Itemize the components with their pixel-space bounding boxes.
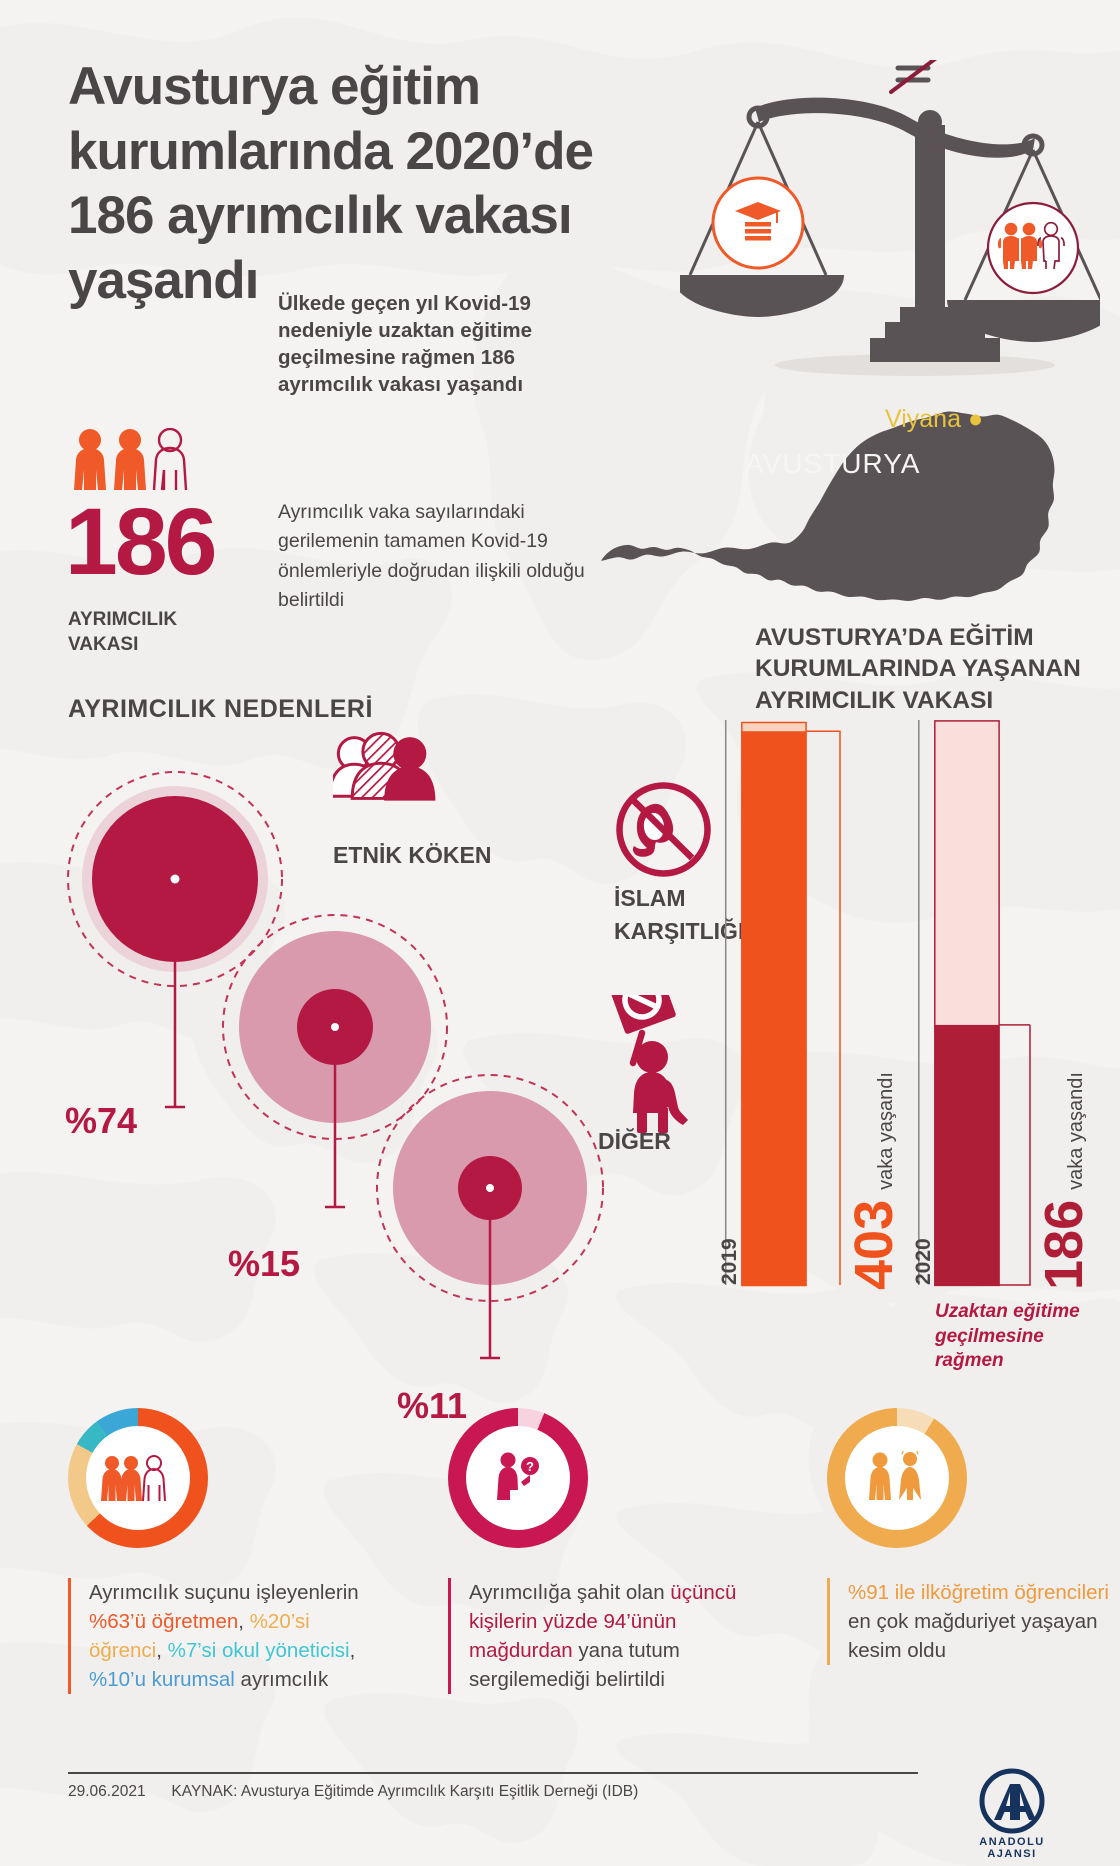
svg-text:?: ? [526,1459,534,1474]
